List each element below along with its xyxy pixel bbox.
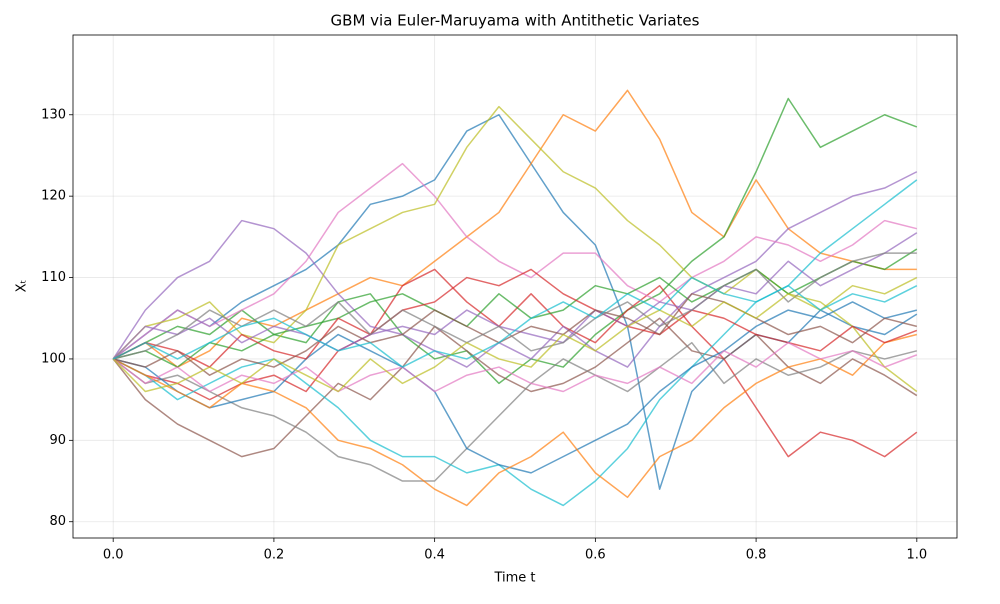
series-line (112, 317, 918, 458)
y-tick-label: 90 (49, 433, 66, 448)
x-tick-label: 0.8 (746, 548, 767, 563)
y-axis-label: Xₜ (15, 279, 30, 292)
series-line (112, 171, 918, 368)
series-line (112, 293, 918, 376)
x-tick-label: 0.0 (103, 548, 124, 563)
plot-frame (72, 34, 958, 539)
series-line (112, 89, 917, 368)
y-tick-label: 130 (41, 107, 66, 122)
x-tick-label: 0.6 (585, 548, 606, 563)
x-axis-label: Time t (493, 571, 535, 586)
series-line (112, 97, 918, 385)
y-tick-label: 100 (41, 351, 66, 366)
series-line (112, 276, 918, 393)
y-tick-label: 120 (41, 189, 66, 204)
y-tick-label: 80 (49, 514, 66, 529)
series-line (112, 114, 918, 490)
series-line (112, 333, 918, 507)
series-line (112, 268, 918, 458)
series-line (112, 268, 918, 368)
x-tick-label: 1.0 (906, 548, 927, 563)
series-line (112, 162, 918, 360)
series-line (112, 252, 917, 360)
series-line (112, 341, 918, 393)
series-line (112, 301, 918, 474)
series-line (112, 341, 918, 482)
chart-title: GBM via Euler-Maruyama with Antithetic V… (331, 12, 700, 30)
series-line (112, 276, 918, 368)
series-line (112, 248, 918, 368)
x-tick-label: 0.4 (424, 548, 445, 563)
x-tick-label: 0.2 (264, 548, 285, 563)
y-tick-label: 110 (41, 270, 66, 285)
